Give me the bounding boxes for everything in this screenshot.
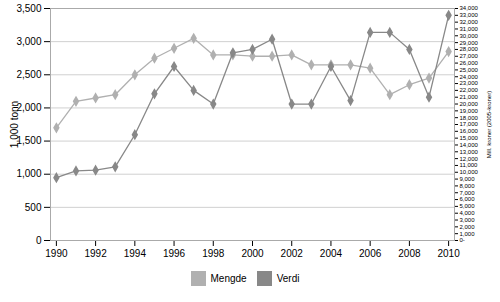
- svg-text:11,000: 11,000: [460, 162, 479, 168]
- svg-text:2,000: 2,000: [16, 102, 41, 113]
- svg-text:3,500: 3,500: [16, 3, 41, 14]
- svg-text:22,000: 22,000: [460, 87, 479, 93]
- svg-text:12,000: 12,000: [460, 156, 479, 162]
- svg-text:14,000: 14,000: [460, 142, 479, 148]
- svg-text:6,000: 6,000: [460, 196, 476, 202]
- svg-text:29,000: 29,000: [460, 40, 479, 46]
- svg-text:27,000: 27,000: [460, 53, 479, 59]
- svg-text:24,000: 24,000: [460, 74, 479, 80]
- svg-text:2008: 2008: [398, 248, 421, 259]
- svg-text:2002: 2002: [281, 248, 304, 259]
- svg-text:0: 0: [36, 235, 42, 246]
- svg-text:17,000: 17,000: [460, 121, 479, 127]
- html-text:Verdi: Verdi: [276, 273, 300, 284]
- svg-text:0-: 0-: [460, 237, 465, 243]
- svg-text:18,000: 18,000: [460, 115, 479, 121]
- svg-text:1990: 1990: [45, 248, 68, 259]
- svg-text:Mill. kroner (2005-kroner): Mill. kroner (2005-kroner): [486, 91, 492, 158]
- svg-text:1,000: 1,000: [16, 168, 41, 179]
- svg-text:32,000: 32,000: [460, 19, 479, 25]
- svg-text:30,000: 30,000: [460, 33, 479, 39]
- svg-text:16,000: 16,000: [460, 128, 479, 134]
- svg-text:10,000: 10,000: [460, 169, 479, 175]
- svg-text:2006: 2006: [359, 248, 382, 259]
- html-text:Mengde: Mengde: [210, 273, 247, 284]
- svg-text:500: 500: [25, 202, 42, 213]
- svg-text:2000: 2000: [241, 248, 264, 259]
- svg-text:28,000: 28,000: [460, 46, 479, 52]
- svg-text:21,000: 21,000: [460, 94, 479, 100]
- svg-text:23,000: 23,000: [460, 80, 479, 86]
- svg-text:2,000: 2,000: [460, 224, 476, 230]
- svg-text:1996: 1996: [163, 248, 186, 259]
- svg-text:2004: 2004: [320, 248, 343, 259]
- svg-text:25,000: 25,000: [460, 67, 479, 73]
- svg-text:13,000: 13,000: [460, 149, 479, 155]
- svg-text:8,000: 8,000: [460, 183, 476, 189]
- svg-text:2010: 2010: [437, 248, 460, 259]
- svg-text:1,000 tonn: 1,000 tonn: [9, 101, 20, 148]
- svg-text:1998: 1998: [202, 248, 225, 259]
- svg-text:19,000: 19,000: [460, 108, 479, 114]
- svg-text:34,000: 34,000: [460, 5, 479, 11]
- svg-text:2,500: 2,500: [16, 69, 41, 80]
- svg-text:4,000: 4,000: [460, 210, 476, 216]
- svg-text:31,000: 31,000: [460, 26, 479, 32]
- svg-text:15,000: 15,000: [460, 135, 479, 141]
- svg-text:1992: 1992: [84, 248, 107, 259]
- svg-text:3,000: 3,000: [16, 36, 41, 47]
- svg-text:33,000: 33,000: [460, 12, 479, 18]
- svg-text:20,000: 20,000: [460, 101, 479, 107]
- svg-text:26,000: 26,000: [460, 60, 479, 66]
- svg-text:1,000: 1,000: [460, 231, 476, 237]
- svg-text:5,000: 5,000: [460, 203, 476, 209]
- svg-text:1,500: 1,500: [16, 135, 41, 146]
- svg-text:9,000: 9,000: [460, 176, 476, 182]
- svg-text:3,000: 3,000: [460, 217, 476, 223]
- svg-text:7,000: 7,000: [460, 190, 476, 196]
- svg-text:1994: 1994: [124, 248, 147, 259]
